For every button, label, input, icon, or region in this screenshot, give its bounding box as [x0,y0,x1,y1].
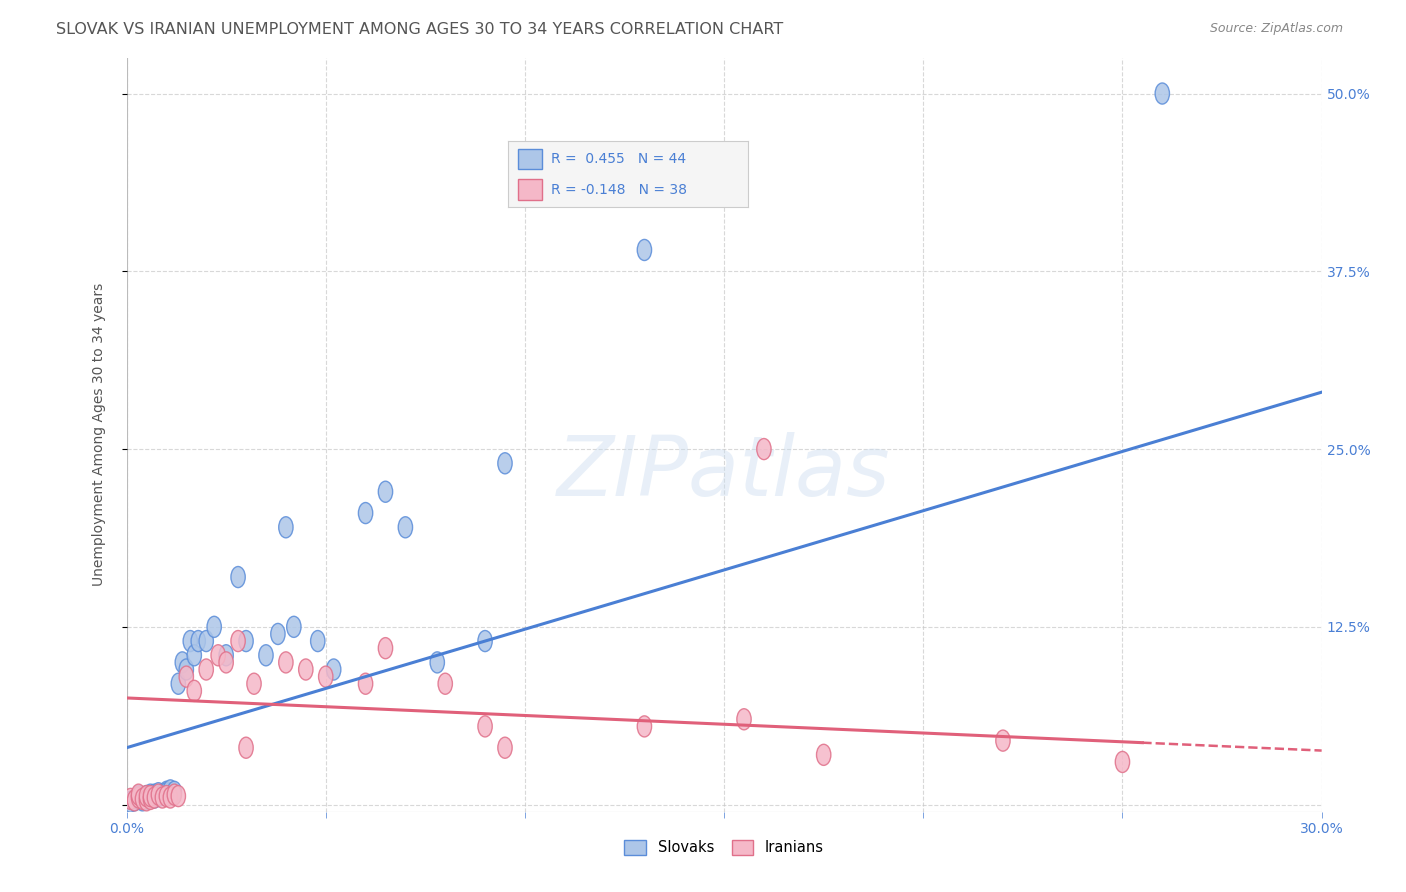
Ellipse shape [179,666,194,687]
Ellipse shape [131,784,146,805]
Ellipse shape [239,737,253,758]
Ellipse shape [148,784,162,805]
Ellipse shape [135,789,149,811]
Ellipse shape [378,481,392,502]
Ellipse shape [637,716,651,737]
Ellipse shape [200,631,214,652]
Ellipse shape [139,789,153,809]
Ellipse shape [131,787,146,808]
Ellipse shape [135,789,149,809]
Ellipse shape [298,659,314,680]
Ellipse shape [247,673,262,694]
Ellipse shape [271,624,285,645]
Ellipse shape [311,631,325,652]
Ellipse shape [219,652,233,673]
Ellipse shape [131,789,146,809]
Ellipse shape [200,659,214,680]
Ellipse shape [231,631,245,652]
Ellipse shape [398,516,412,538]
Ellipse shape [219,645,233,665]
Ellipse shape [756,439,770,459]
Ellipse shape [128,789,142,811]
Y-axis label: Unemployment Among Ages 30 to 34 years: Unemployment Among Ages 30 to 34 years [91,284,105,586]
Ellipse shape [124,791,138,813]
Ellipse shape [143,789,157,809]
Ellipse shape [187,681,201,701]
Ellipse shape [326,659,340,680]
Ellipse shape [359,502,373,524]
Ellipse shape [139,789,153,811]
Ellipse shape [176,652,190,673]
Bar [517,179,541,200]
Ellipse shape [359,673,373,694]
Ellipse shape [259,645,273,665]
Text: R = -0.148   N = 38: R = -0.148 N = 38 [551,183,688,196]
Ellipse shape [737,709,751,730]
Ellipse shape [155,784,170,805]
Ellipse shape [278,516,292,538]
Ellipse shape [159,786,173,806]
Ellipse shape [124,789,138,809]
Ellipse shape [163,780,177,801]
Ellipse shape [155,787,170,808]
Bar [517,149,541,169]
Ellipse shape [817,744,831,765]
Ellipse shape [439,673,453,694]
Ellipse shape [287,616,301,638]
Text: SLOVAK VS IRANIAN UNEMPLOYMENT AMONG AGES 30 TO 34 YEARS CORRELATION CHART: SLOVAK VS IRANIAN UNEMPLOYMENT AMONG AGE… [56,22,783,37]
Ellipse shape [1115,751,1129,772]
Ellipse shape [148,787,162,808]
Ellipse shape [152,784,166,805]
Ellipse shape [478,716,492,737]
Ellipse shape [430,652,444,673]
Ellipse shape [131,786,146,806]
Ellipse shape [135,787,149,808]
Ellipse shape [183,631,197,652]
Ellipse shape [319,666,333,687]
Ellipse shape [995,730,1010,751]
Ellipse shape [172,786,186,806]
Ellipse shape [163,787,177,808]
Legend: Slovaks, Iranians: Slovaks, Iranians [619,834,830,861]
Ellipse shape [231,566,245,588]
Ellipse shape [278,652,292,673]
Ellipse shape [207,616,221,638]
Ellipse shape [498,737,512,758]
Ellipse shape [179,659,194,680]
Ellipse shape [148,787,162,808]
Ellipse shape [139,786,153,806]
Ellipse shape [187,645,201,665]
Ellipse shape [159,782,173,804]
Ellipse shape [239,631,253,652]
Ellipse shape [478,631,492,652]
Ellipse shape [167,784,181,805]
Ellipse shape [191,631,205,652]
Ellipse shape [128,789,142,811]
Ellipse shape [637,239,651,260]
Ellipse shape [143,784,157,805]
Text: ZIPatlas: ZIPatlas [557,432,891,513]
Ellipse shape [143,787,157,808]
Ellipse shape [139,786,153,806]
Text: R =  0.455   N = 44: R = 0.455 N = 44 [551,152,686,166]
Ellipse shape [152,786,166,806]
Ellipse shape [172,673,186,694]
Ellipse shape [159,781,173,803]
Ellipse shape [211,645,225,665]
Ellipse shape [143,786,157,806]
Ellipse shape [378,638,392,658]
Ellipse shape [152,782,166,804]
Ellipse shape [1156,83,1170,104]
Ellipse shape [498,453,512,474]
Text: Source: ZipAtlas.com: Source: ZipAtlas.com [1209,22,1343,36]
Ellipse shape [167,781,181,803]
